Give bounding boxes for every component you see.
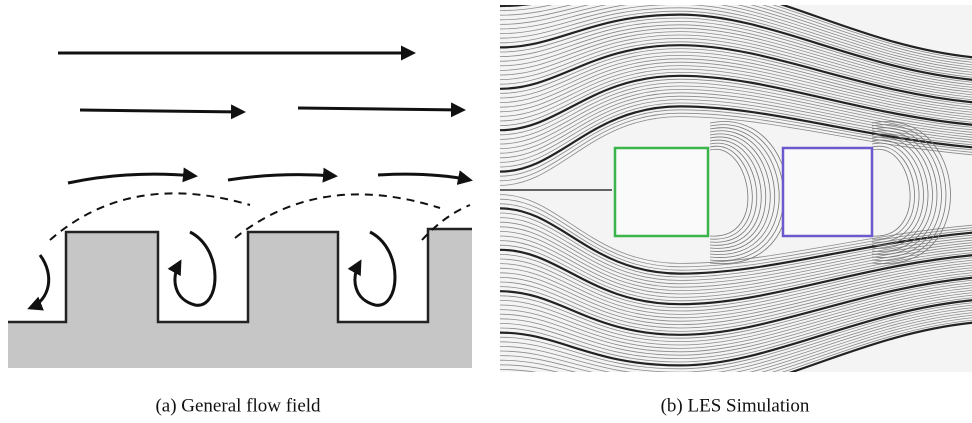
panel-b	[500, 0, 972, 396]
caption: (b) LES Simulation	[661, 395, 810, 416]
caption: (a) General flow field	[155, 395, 321, 416]
ground	[8, 229, 472, 368]
building-2	[783, 148, 872, 236]
simulation-background	[500, 5, 972, 372]
page: (a) General flow field (b) LES Simulatio…	[0, 0, 972, 423]
figure: (a) General flow field (b) LES Simulatio…	[0, 0, 972, 423]
panel-a	[8, 53, 472, 368]
building-1	[615, 148, 708, 236]
flow-arrows	[58, 53, 470, 183]
